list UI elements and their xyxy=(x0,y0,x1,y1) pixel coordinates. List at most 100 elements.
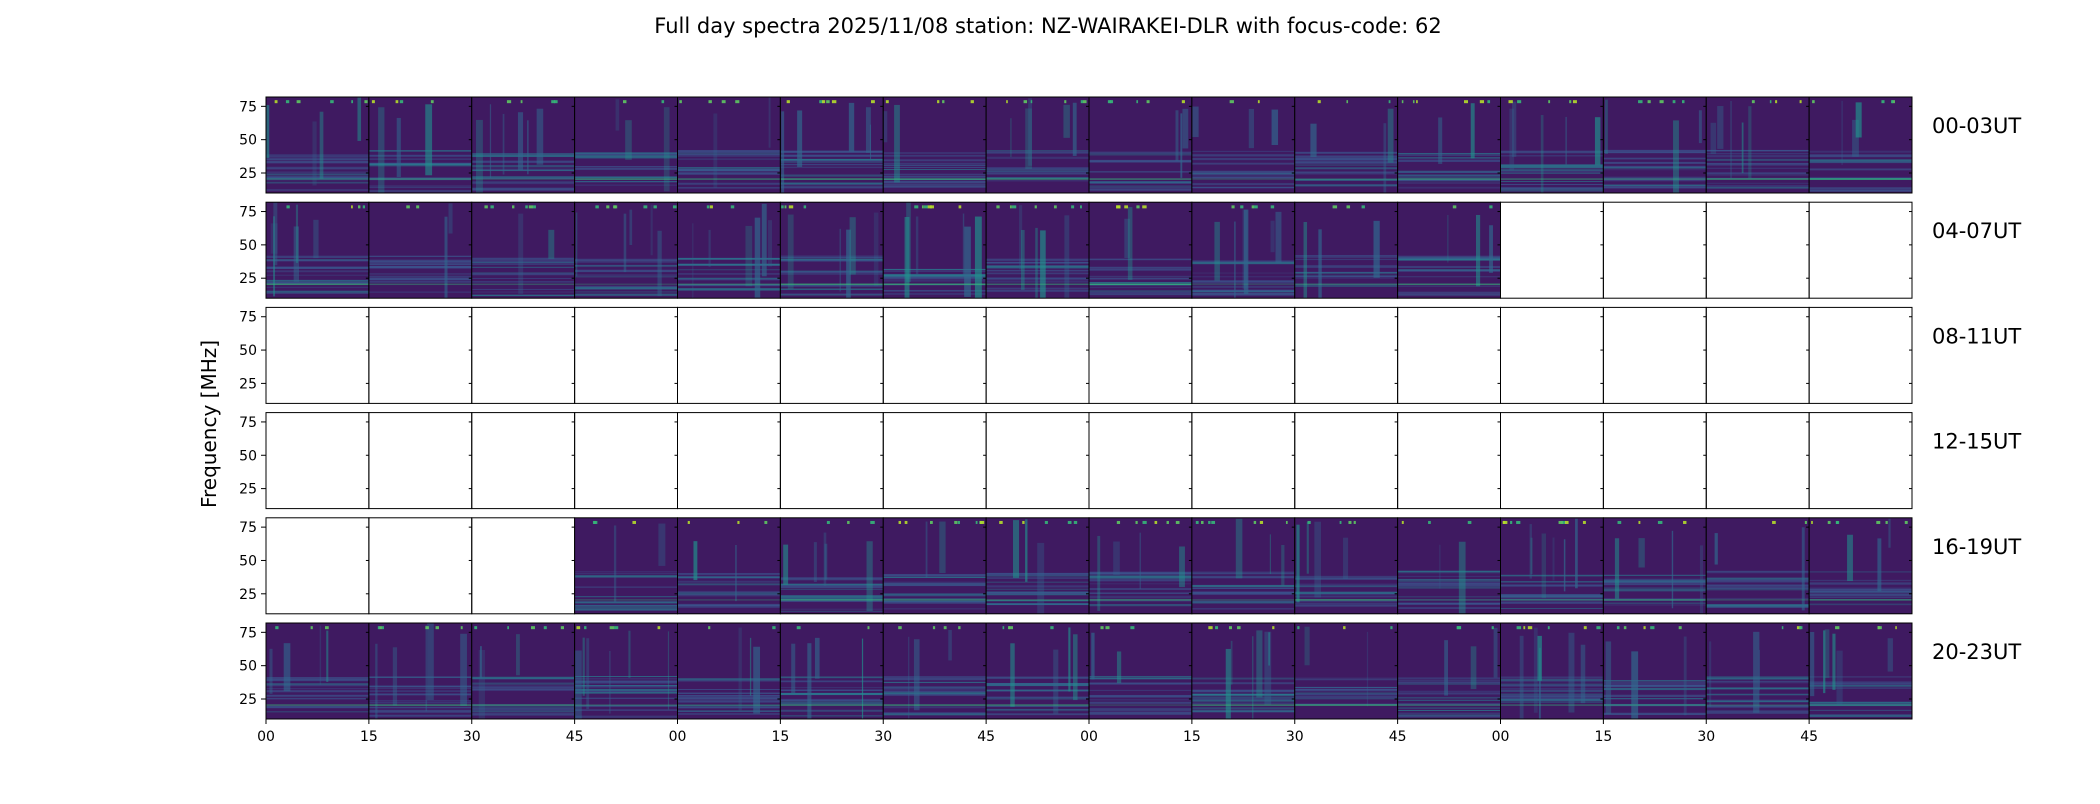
spectral-streak xyxy=(1500,690,1604,692)
spectral-streak xyxy=(1706,586,1810,589)
spectral-streak xyxy=(574,715,678,718)
spectral-spot xyxy=(1136,205,1140,209)
spectral-burst xyxy=(797,110,803,167)
spectral-streak xyxy=(368,690,472,692)
spectral-streak xyxy=(986,171,1089,173)
spectral-line xyxy=(368,283,472,286)
spectral-burst xyxy=(1270,220,1275,253)
spectral-streak xyxy=(1089,266,1192,269)
spectral-burst xyxy=(787,214,794,290)
spectral-spot xyxy=(1105,626,1110,630)
spectral-spot xyxy=(643,205,648,209)
spectral-burst xyxy=(1127,207,1133,280)
spectral-burst xyxy=(1264,631,1272,705)
spectral-spot xyxy=(1489,205,1493,209)
panel-frame xyxy=(265,517,370,615)
spectral-line xyxy=(1603,178,1707,180)
spectral-burst xyxy=(1836,650,1843,705)
spectral-streak xyxy=(1294,151,1398,154)
spectral-burst xyxy=(1671,530,1674,609)
spectral-streak xyxy=(1706,605,1810,608)
spectral-streak xyxy=(266,697,369,700)
spectral-streak xyxy=(883,681,987,684)
spectral-burst xyxy=(575,212,578,277)
spectral-burst xyxy=(1753,631,1760,713)
spectrogram-panel xyxy=(1602,306,1707,404)
spectra-row: 75 50 25 04-07UT xyxy=(239,201,2021,299)
spectral-spot xyxy=(1237,626,1241,630)
spectrogram-panel xyxy=(1808,201,1913,299)
spectral-streak xyxy=(1706,186,1810,189)
spectral-streak xyxy=(266,290,369,293)
spectral-streak xyxy=(677,678,781,681)
spectral-streak xyxy=(471,682,575,685)
spectral-burst xyxy=(708,229,711,267)
spectral-streak xyxy=(1397,570,1501,573)
spectral-streak xyxy=(883,277,987,280)
spectral-spot xyxy=(1297,626,1300,630)
spectrogram-panel xyxy=(1088,96,1193,194)
spectral-streak xyxy=(1397,154,1501,156)
spectral-spot xyxy=(1582,520,1586,524)
y-tick-label: 25 xyxy=(239,166,257,182)
spectrogram-panel xyxy=(779,96,884,194)
spectral-streak xyxy=(780,715,884,717)
spectrogram-panel xyxy=(1294,517,1399,615)
spectral-streak xyxy=(1603,579,1707,583)
spectral-burst xyxy=(1373,220,1380,278)
spectrogram-panel xyxy=(985,306,1090,404)
spectral-streak xyxy=(1191,291,1295,293)
spectral-streak xyxy=(677,151,781,153)
spectral-spot xyxy=(898,520,902,524)
spectral-streak xyxy=(1603,604,1707,606)
spectral-streak xyxy=(471,288,575,290)
panel-frame xyxy=(471,517,576,615)
spectral-burst xyxy=(1841,100,1843,165)
spectral-spot xyxy=(1195,520,1199,524)
spectral-streak xyxy=(883,582,987,585)
spectral-streak xyxy=(883,166,987,168)
spectrogram-panel xyxy=(882,622,987,720)
spectral-streak xyxy=(368,259,472,262)
spectral-streak xyxy=(368,164,472,166)
spectrogram-panel xyxy=(471,412,576,510)
spectral-streak xyxy=(1191,289,1295,292)
spectral-streak xyxy=(266,282,369,284)
spectral-spot xyxy=(979,520,985,524)
spectral-streak xyxy=(1089,275,1192,278)
spectral-streak xyxy=(780,161,884,163)
spectral-streak xyxy=(1397,677,1501,680)
spectral-burst xyxy=(526,120,529,175)
spectral-line xyxy=(1809,599,1912,601)
spectral-streak xyxy=(677,594,781,597)
spectral-streak xyxy=(1809,676,1912,678)
spectral-streak xyxy=(1089,603,1192,607)
spectral-streak xyxy=(1191,272,1295,274)
spectral-streak xyxy=(471,688,575,691)
spectral-line xyxy=(368,178,472,180)
spectral-burst xyxy=(807,643,812,719)
spectral-streak xyxy=(1809,603,1912,606)
spectral-burst xyxy=(1530,537,1533,575)
spectral-spot xyxy=(1772,520,1776,524)
spectral-spot xyxy=(1346,100,1349,104)
spectral-streak xyxy=(780,273,884,275)
spectral-spot xyxy=(1650,626,1655,630)
spectrogram-panel xyxy=(1191,306,1296,404)
spectral-burst xyxy=(1533,627,1538,713)
spectral-streak xyxy=(368,163,472,165)
spectral-spot xyxy=(1775,100,1778,104)
spectral-burst xyxy=(1010,643,1015,707)
spectral-streak xyxy=(1294,157,1398,160)
spectral-burst xyxy=(1563,539,1566,592)
spectral-streak xyxy=(883,292,987,295)
spectral-burst xyxy=(738,627,742,711)
spectrogram-panel xyxy=(1808,412,1913,510)
spectral-streak xyxy=(266,286,369,288)
spectral-streak xyxy=(1191,276,1295,278)
spectral-streak xyxy=(1809,681,1912,684)
spectral-spot xyxy=(592,520,596,524)
spectral-streak xyxy=(1397,692,1501,695)
spectral-streak xyxy=(677,172,781,175)
spectral-streak xyxy=(1809,588,1912,591)
